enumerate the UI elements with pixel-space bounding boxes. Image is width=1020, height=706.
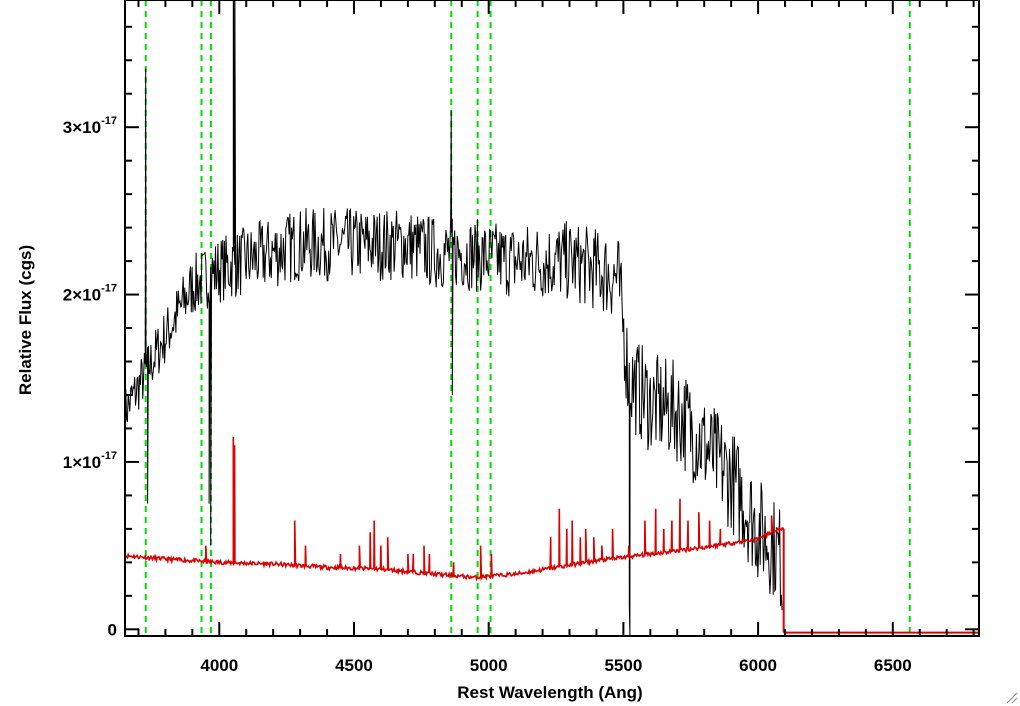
y-tick-label: 1×10-17 xyxy=(63,450,117,472)
x-tick-label: 5000 xyxy=(470,656,508,675)
x-tick-label: 6000 xyxy=(739,656,777,675)
plot-frame xyxy=(124,0,980,637)
x-tick-label: 5500 xyxy=(604,656,642,675)
spectrum-series xyxy=(124,436,785,582)
resize-grip-icon[interactable] xyxy=(1004,690,1018,704)
y-tick-label: 3×10-17 xyxy=(63,115,117,137)
y-tick-labels: 0 1×10-17 2×10-17 3×10-17 xyxy=(63,115,117,639)
spectrum-series xyxy=(124,0,783,637)
axis-ticks xyxy=(125,0,979,636)
y-tick-label: 2×10-17 xyxy=(63,283,117,305)
x-tick-label: 6500 xyxy=(874,656,912,675)
y-axis-title: Relative Flux (cgs) xyxy=(16,245,35,395)
x-tick-label: 4500 xyxy=(335,656,373,675)
x-axis-title: Rest Wavelength (Ang) xyxy=(457,683,642,702)
x-tick-label: 4000 xyxy=(200,656,238,675)
y-tick-label: 0 xyxy=(108,620,117,639)
x-tick-labels: 4000 4500 5000 5500 6000 6500 xyxy=(200,656,911,675)
